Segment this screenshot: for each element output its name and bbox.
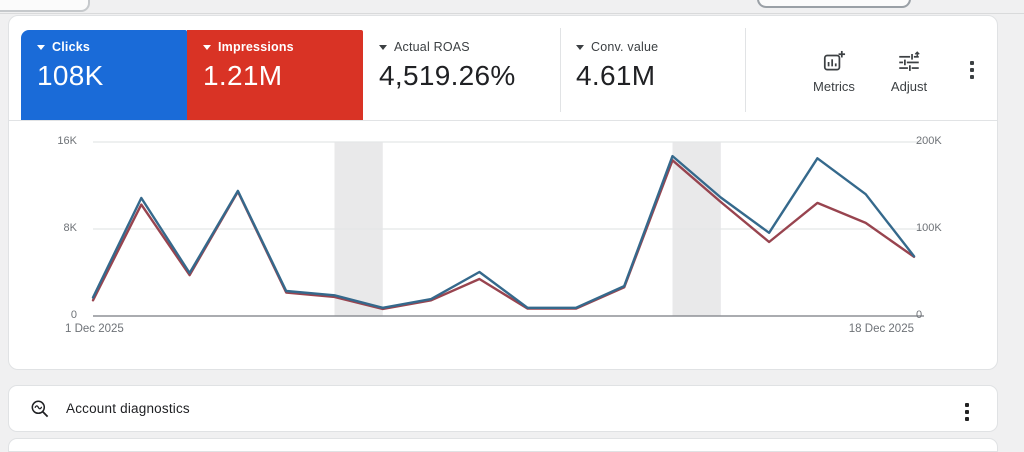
metric-label: Impressions xyxy=(218,40,294,54)
kebab-dot xyxy=(970,61,974,65)
y-axis-tick-right: 0 xyxy=(916,309,923,321)
metrics-button[interactable]: Metrics xyxy=(802,49,866,94)
add-metrics-icon xyxy=(823,50,846,71)
chevron-down-icon[interactable] xyxy=(379,44,387,50)
adjust-button-label: Adjust xyxy=(890,79,928,94)
divider xyxy=(560,28,561,112)
kebab-dot xyxy=(970,75,974,79)
metric-value: 108K xyxy=(37,60,104,91)
kebab-dot xyxy=(965,403,969,407)
metric-cards-row: Clicks 108K Impressions 1.21M Actual ROA… xyxy=(9,16,997,121)
metric-card-impressions[interactable]: Impressions 1.21M xyxy=(187,30,363,120)
metric-label: Clicks xyxy=(52,40,91,54)
metric-value: 4,519.26% xyxy=(379,60,516,91)
diagnostics-magnifier-icon xyxy=(31,400,49,417)
account-diagnostics-bar[interactable]: Account diagnostics xyxy=(8,385,998,432)
partial-button-top-right[interactable] xyxy=(757,0,911,8)
chevron-down-icon[interactable] xyxy=(37,44,45,50)
kebab-dot xyxy=(965,417,969,421)
y-axis-tick-right: 200K xyxy=(916,135,942,147)
partial-button-top-left[interactable] xyxy=(0,0,90,12)
divider xyxy=(745,28,746,112)
account-diagnostics-title: Account diagnostics xyxy=(66,401,190,416)
chevron-down-icon[interactable] xyxy=(203,44,211,50)
y-axis-tick-left: 16K xyxy=(57,135,77,147)
timeseries-chart: 16K 8K 0 200K 100K 0 1 Dec 2025 18 Dec 2… xyxy=(9,121,997,371)
chevron-down-icon[interactable] xyxy=(576,44,584,50)
next-section-panel-partial xyxy=(8,438,998,452)
y-axis-tick-left: 0 xyxy=(70,309,77,321)
x-axis-tick-start: 1 Dec 2025 xyxy=(65,323,124,335)
kebab-dot xyxy=(965,410,969,414)
kebab-dot xyxy=(970,68,974,72)
x-axis-tick-end: 18 Dec 2025 xyxy=(848,323,914,335)
metric-card-actual-roas[interactable]: Actual ROAS 4,519.26% xyxy=(363,30,560,120)
metrics-button-label: Metrics xyxy=(813,79,855,94)
metric-card-clicks[interactable]: Clicks 108K xyxy=(21,30,187,120)
metric-value: 1.21M xyxy=(203,60,283,91)
metric-label: Conv. value xyxy=(591,40,659,54)
metric-value: 4.61M xyxy=(576,60,656,91)
diagnostics-overflow-menu-button[interactable] xyxy=(959,399,975,425)
metric-label: Actual ROAS xyxy=(394,40,470,54)
metric-card-conv-value[interactable]: Conv. value 4.61M xyxy=(560,30,745,120)
overview-panel: Clicks 108K Impressions 1.21M Actual ROA… xyxy=(8,15,998,370)
adjust-sliders-icon xyxy=(899,51,920,71)
y-axis-tick-left: 8K xyxy=(63,222,77,234)
y-axis-tick-right: 100K xyxy=(916,222,942,234)
overview-overflow-menu-button[interactable] xyxy=(964,57,980,83)
top-strip xyxy=(0,0,1024,14)
chart-plot-area xyxy=(91,141,924,317)
adjust-button[interactable]: Adjust xyxy=(877,49,941,94)
